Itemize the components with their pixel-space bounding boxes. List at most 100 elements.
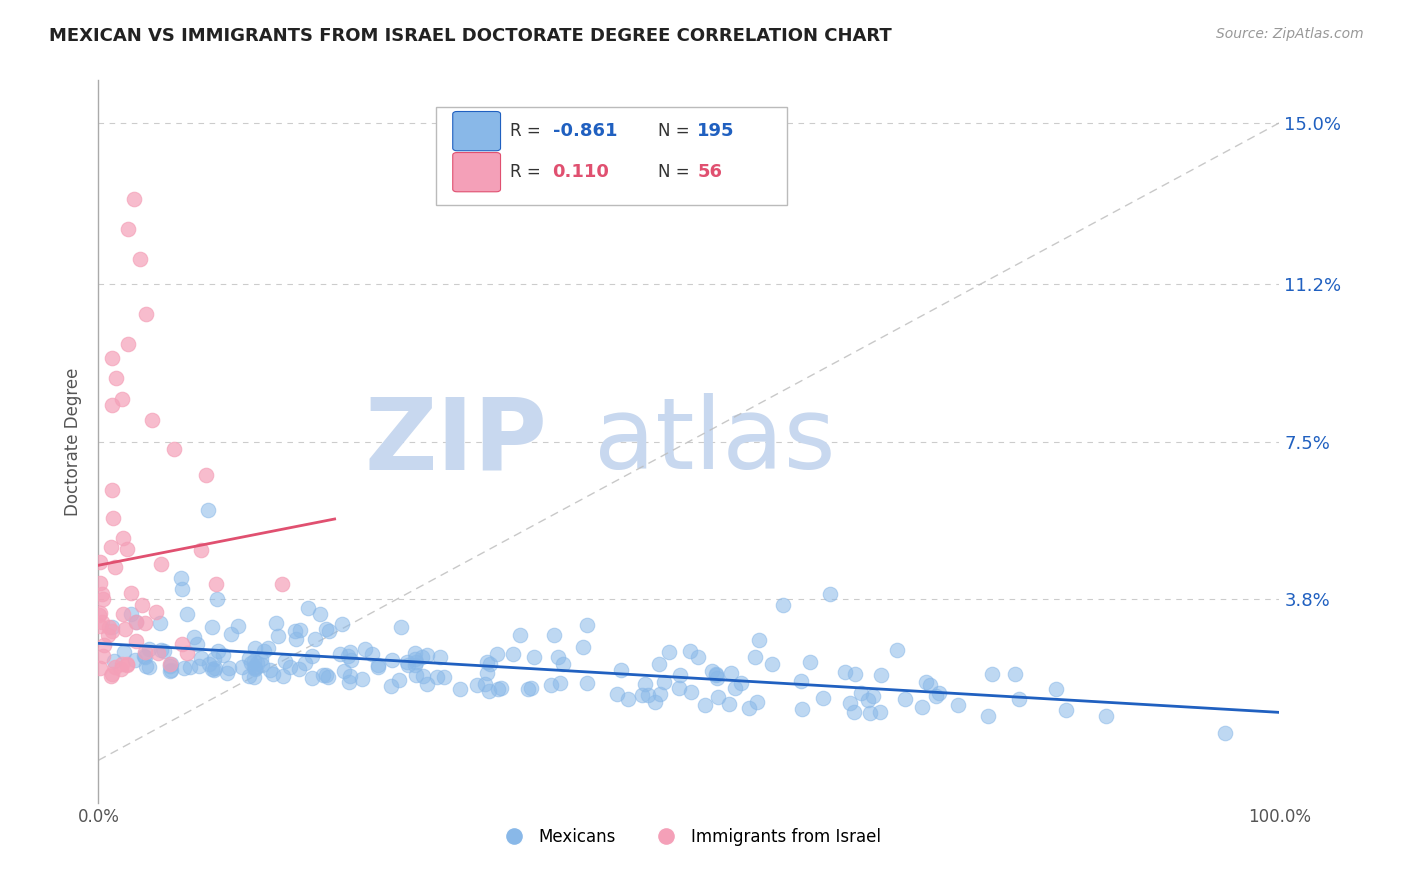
- Point: [738, 701, 761, 715]
- Point: [547, 650, 569, 665]
- Point: [1004, 666, 1026, 681]
- Point: [124, 653, 146, 667]
- Point: [312, 668, 335, 682]
- Point: [134, 649, 156, 664]
- Point: [112, 645, 135, 659]
- Point: [706, 690, 728, 705]
- Point: [97, 627, 120, 641]
- Point: [333, 665, 356, 679]
- Point: [367, 658, 389, 673]
- Point: [294, 656, 316, 670]
- Point: [695, 698, 717, 712]
- Point: [111, 607, 134, 621]
- Point: [339, 652, 361, 666]
- Point: [474, 677, 496, 691]
- Point: [101, 351, 124, 365]
- Point: [329, 647, 352, 661]
- Text: R =: R =: [510, 163, 547, 181]
- Text: MEXICAN VS IMMIGRANTS FROM ISRAEL DOCTORATE DEGREE CORRELATION CHART: MEXICAN VS IMMIGRANTS FROM ISRAEL DOCTOR…: [49, 27, 891, 45]
- Point: [1008, 692, 1031, 706]
- Point: [146, 646, 169, 660]
- Text: N =: N =: [658, 163, 695, 181]
- Point: [101, 398, 124, 412]
- Point: [270, 577, 292, 591]
- Point: [704, 668, 727, 682]
- Point: [259, 663, 281, 677]
- Point: [163, 442, 186, 456]
- Point: [301, 671, 323, 685]
- Point: [630, 688, 652, 702]
- Text: R =: R =: [510, 122, 547, 140]
- Point: [243, 654, 266, 668]
- Text: 56: 56: [697, 163, 723, 181]
- Point: [412, 669, 434, 683]
- Point: [405, 656, 427, 670]
- Point: [416, 648, 439, 662]
- Point: [112, 531, 135, 545]
- Point: [176, 607, 198, 622]
- Point: [489, 681, 512, 696]
- Point: [844, 667, 866, 681]
- Point: [238, 669, 260, 683]
- Point: [543, 628, 565, 642]
- Point: [153, 644, 176, 658]
- Point: [120, 586, 142, 600]
- Point: [304, 632, 326, 647]
- Point: [159, 657, 181, 672]
- Point: [91, 591, 114, 606]
- Point: [869, 705, 891, 719]
- Point: [548, 676, 571, 690]
- Point: [149, 642, 172, 657]
- Point: [679, 644, 702, 658]
- Point: [100, 666, 122, 681]
- Point: [744, 650, 766, 665]
- Point: [520, 681, 543, 696]
- Point: [475, 656, 498, 670]
- Point: [839, 696, 862, 710]
- Point: [404, 657, 426, 672]
- Point: [790, 674, 813, 689]
- Point: [429, 650, 451, 665]
- Point: [176, 646, 198, 660]
- Point: [217, 666, 239, 681]
- Point: [138, 659, 160, 673]
- Point: [811, 690, 834, 705]
- Point: [278, 660, 301, 674]
- Point: [946, 698, 969, 712]
- Point: [309, 607, 332, 621]
- Point: [256, 640, 278, 655]
- Point: [976, 709, 998, 723]
- Point: [97, 619, 120, 633]
- Point: [610, 664, 633, 678]
- Point: [730, 676, 752, 690]
- Point: [475, 665, 498, 680]
- Point: [297, 600, 319, 615]
- Point: [115, 658, 138, 673]
- Point: [91, 615, 114, 629]
- Point: [862, 689, 884, 703]
- Point: [381, 653, 404, 667]
- Point: [197, 503, 219, 517]
- Point: [842, 705, 865, 719]
- Point: [89, 661, 111, 675]
- Point: [190, 650, 212, 665]
- Point: [792, 702, 814, 716]
- Point: [135, 307, 157, 321]
- Point: [221, 627, 243, 641]
- Point: [245, 640, 267, 655]
- Point: [606, 688, 628, 702]
- Point: [240, 656, 263, 670]
- Point: [218, 661, 240, 675]
- Point: [159, 658, 181, 673]
- Point: [772, 599, 794, 613]
- Point: [104, 560, 127, 574]
- Point: [404, 646, 426, 660]
- Point: [253, 644, 276, 658]
- Point: [380, 679, 402, 693]
- Point: [246, 656, 269, 670]
- Point: [404, 652, 426, 666]
- Point: [93, 638, 115, 652]
- Point: [681, 685, 703, 699]
- Point: [1095, 708, 1118, 723]
- Point: [134, 615, 156, 630]
